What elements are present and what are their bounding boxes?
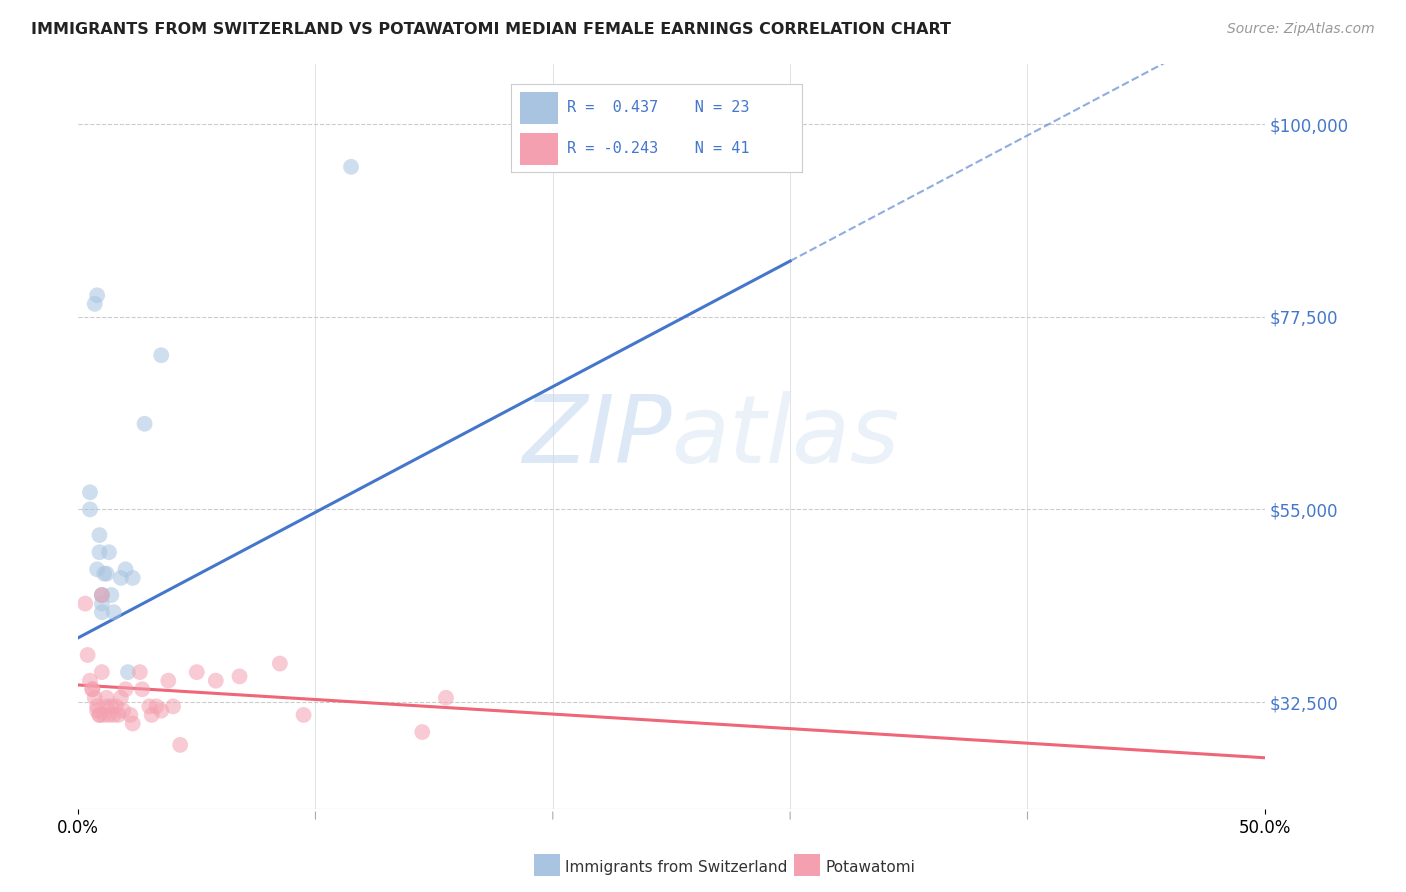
Point bbox=[204, 673, 226, 688]
Point bbox=[83, 297, 105, 311]
Point bbox=[90, 588, 112, 602]
Point bbox=[186, 665, 208, 679]
Point bbox=[79, 673, 101, 688]
Point bbox=[105, 699, 128, 714]
Text: IMMIGRANTS FROM SWITZERLAND VS POTAWATOMI MEDIAN FEMALE EARNINGS CORRELATION CHA: IMMIGRANTS FROM SWITZERLAND VS POTAWATOM… bbox=[31, 22, 950, 37]
Point bbox=[292, 707, 315, 722]
Point bbox=[82, 682, 104, 697]
Point bbox=[114, 682, 136, 697]
Point bbox=[121, 716, 143, 731]
Point bbox=[96, 699, 118, 714]
Point bbox=[89, 545, 111, 559]
Point bbox=[93, 707, 115, 722]
Point bbox=[145, 699, 167, 714]
Point bbox=[76, 648, 98, 662]
Point bbox=[141, 707, 163, 722]
Point bbox=[83, 690, 105, 705]
Point bbox=[90, 605, 112, 619]
Point bbox=[169, 738, 191, 752]
Point bbox=[90, 588, 112, 602]
Point bbox=[103, 605, 125, 619]
Point bbox=[96, 566, 118, 581]
Point bbox=[103, 707, 125, 722]
Point bbox=[90, 665, 112, 679]
Point bbox=[86, 288, 108, 302]
Point bbox=[86, 704, 108, 718]
Point bbox=[100, 588, 122, 602]
Point bbox=[79, 502, 101, 516]
Point bbox=[120, 707, 142, 722]
Text: ZIP: ZIP bbox=[522, 391, 672, 482]
Point bbox=[96, 690, 118, 705]
Point bbox=[89, 707, 111, 722]
Text: Immigrants from Switzerland: Immigrants from Switzerland bbox=[565, 860, 787, 874]
Point bbox=[89, 528, 111, 542]
Point bbox=[107, 707, 129, 722]
Point bbox=[79, 485, 101, 500]
Point bbox=[90, 597, 112, 611]
Point bbox=[114, 562, 136, 576]
Text: atlas: atlas bbox=[672, 391, 900, 482]
Point bbox=[150, 704, 173, 718]
Point bbox=[128, 665, 150, 679]
Text: Source: ZipAtlas.com: Source: ZipAtlas.com bbox=[1227, 22, 1375, 37]
Point bbox=[86, 562, 108, 576]
Point bbox=[150, 348, 173, 362]
Point bbox=[117, 665, 139, 679]
Point bbox=[121, 571, 143, 585]
Text: Potawatomi: Potawatomi bbox=[825, 860, 915, 874]
Point bbox=[98, 545, 121, 559]
Point bbox=[131, 682, 153, 697]
Point bbox=[98, 707, 121, 722]
Point bbox=[112, 704, 135, 718]
Point bbox=[162, 699, 184, 714]
Point bbox=[157, 673, 180, 688]
Point bbox=[110, 690, 132, 705]
Point bbox=[82, 682, 104, 697]
Point bbox=[228, 669, 250, 683]
Point bbox=[138, 699, 160, 714]
Point bbox=[269, 657, 291, 671]
Point bbox=[100, 699, 122, 714]
Point bbox=[340, 160, 363, 174]
Point bbox=[93, 566, 115, 581]
Point bbox=[86, 699, 108, 714]
Point bbox=[90, 588, 112, 602]
Point bbox=[110, 571, 132, 585]
Point bbox=[434, 690, 457, 705]
Point bbox=[134, 417, 156, 431]
Point bbox=[411, 725, 433, 739]
Point bbox=[89, 707, 111, 722]
Point bbox=[75, 597, 97, 611]
